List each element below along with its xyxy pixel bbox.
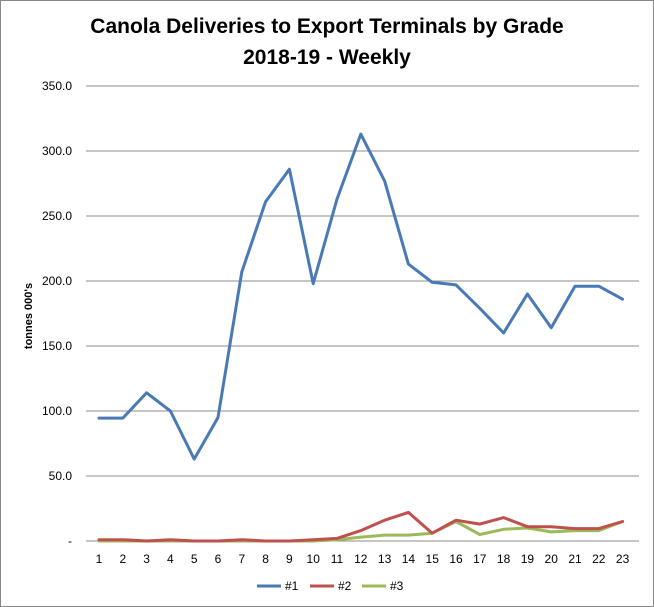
x-tick-label: 1: [96, 552, 103, 566]
y-tick-label: 150.0: [42, 339, 72, 353]
y-tick-label: 200.0: [42, 274, 72, 288]
gridlines: [86, 85, 639, 542]
x-tick-label: 18: [497, 552, 511, 566]
x-tick-label: 4: [167, 552, 174, 566]
y-axis-title: tonnes 000's: [23, 283, 35, 349]
chart-title-line-1: Canola Deliveries to Export Terminals by…: [90, 15, 563, 38]
x-tick-label: 6: [215, 552, 222, 566]
x-tick-label: 13: [378, 552, 392, 566]
x-tick-label: 23: [616, 552, 630, 566]
x-tick-label: 15: [426, 552, 440, 566]
x-tick-label: 8: [262, 552, 269, 566]
legend-label-3: #3: [390, 579, 404, 593]
y-tick-label: -: [68, 534, 72, 548]
x-tick-label: 11: [331, 552, 344, 566]
x-tick-label: 14: [402, 552, 416, 566]
x-tick-label: 2: [119, 552, 126, 566]
y-tick-label: 250.0: [42, 209, 72, 223]
x-tick-label: 3: [143, 552, 150, 566]
y-tick-label: 300.0: [42, 144, 72, 158]
series-line-2: [97, 510, 625, 543]
series-lines: [97, 132, 625, 543]
y-axis-ticks: - 50.0 100.0 150.0 200.0 250.0 300.0 350.0: [42, 79, 72, 548]
x-tick-label: 10: [307, 552, 321, 566]
legend-label-2: #2: [338, 579, 352, 593]
y-tick-label: 350.0: [42, 79, 72, 93]
x-tick-label: 22: [592, 552, 606, 566]
x-tick-label: 17: [473, 552, 487, 566]
legend-label-1: #1: [285, 579, 299, 593]
chart-title-line-2: 2018-19 - Weekly: [243, 46, 411, 69]
x-tick-label: 19: [521, 552, 535, 566]
x-tick-label: 16: [449, 552, 463, 566]
x-tick-label: 9: [286, 552, 293, 566]
series-line-1: [97, 132, 625, 461]
y-tick-label: 50.0: [49, 469, 73, 483]
x-axis-ticks: 1 2 3 4 5 6 7 8 9 10 11 12 13 14 15 16 17 18 19 20 21 22 23: [96, 552, 630, 566]
legend: #1 #2 #3: [257, 579, 404, 593]
x-tick-label: 7: [238, 552, 245, 566]
x-tick-label: 5: [191, 552, 198, 566]
x-tick-label: 20: [545, 552, 559, 566]
x-tick-label: 12: [354, 552, 368, 566]
x-tick-label: 21: [568, 552, 582, 566]
y-tick-label: 100.0: [42, 404, 72, 418]
